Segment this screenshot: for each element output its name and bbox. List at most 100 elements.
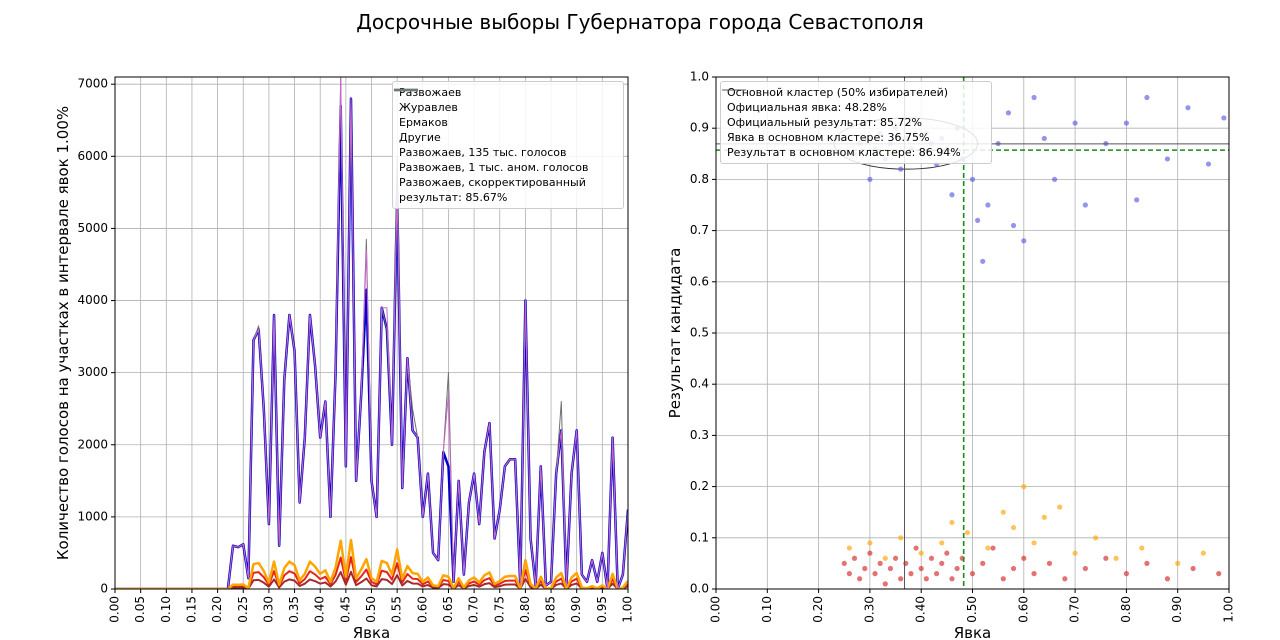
x-tick-label: 0.85 — [544, 596, 558, 623]
series-line — [115, 77, 628, 589]
legend-item: Официальный результат: 85.72% — [722, 89, 985, 130]
scatter-point — [975, 217, 981, 223]
x-tick-label: 0.45 — [338, 596, 352, 623]
y-tick-label: 2000 — [77, 437, 108, 451]
x-tick-label: 0.65 — [441, 596, 455, 623]
scatter-point — [1021, 555, 1027, 561]
legend-item: Развожаев, скорректированный результат: … — [394, 89, 617, 205]
scatter-point — [954, 565, 960, 572]
scatter-point — [1164, 576, 1171, 582]
scatter-point — [985, 545, 991, 551]
scatter-point — [1123, 120, 1129, 126]
y-tick-label: 1.0 — [690, 70, 709, 84]
x-tick-label: 0.60 — [415, 596, 429, 623]
scatter-point — [1200, 550, 1206, 556]
scatter-point — [862, 565, 868, 572]
scatter-point — [918, 550, 924, 556]
y-tick-label: 4000 — [77, 293, 108, 307]
scatter-point — [1010, 222, 1017, 229]
x-tick-label: 0.60 — [1016, 596, 1030, 623]
scatter-point — [867, 550, 873, 556]
x-tick-label: 0.40 — [914, 596, 928, 623]
scatter-point — [846, 571, 852, 577]
x-tick-label: 0.90 — [569, 596, 583, 623]
legend-label: Основной кластер (50% избирателей) — [727, 86, 949, 99]
x-tick-label: 0.90 — [1170, 596, 1184, 623]
scatter-point — [985, 202, 991, 208]
y-tick-label: 0.0 — [690, 582, 709, 596]
y-tick-label: 6000 — [77, 149, 108, 163]
scatter-point — [1010, 524, 1017, 531]
y-axis-label: Результат кандидата — [666, 248, 684, 419]
scatter-point — [1031, 540, 1037, 546]
y-tick-label: 0.9 — [690, 121, 709, 135]
series-line — [115, 570, 628, 589]
x-tick-label: 0.55 — [390, 596, 404, 623]
scatter-point — [1021, 484, 1027, 490]
scatter-point — [851, 555, 858, 561]
scatter-point — [1010, 565, 1017, 572]
scatter-point — [857, 576, 863, 582]
x-tick-label: 0.80 — [1119, 596, 1133, 623]
x-tick-label: 0.00 — [108, 596, 122, 623]
scatter-point — [1082, 565, 1088, 572]
scatter-point — [1005, 110, 1012, 116]
scatter-point — [918, 565, 924, 572]
scatter-point — [1051, 176, 1058, 182]
x-tick-label: 0.15 — [184, 596, 198, 623]
legend-item: Официальная явка: 48.28% — [722, 89, 985, 115]
scatter-point — [1139, 545, 1145, 551]
legend: Развожаев Журавлев Ермаков Другие Развожаев,… — [392, 81, 624, 209]
x-tick-label: 0.10 — [159, 596, 173, 623]
x-tick-label: 0.50 — [364, 596, 378, 623]
scatter-point — [1221, 115, 1227, 121]
scatter-point — [939, 560, 945, 567]
scatter-point — [908, 571, 914, 577]
scatter-point — [882, 555, 888, 561]
legend-item: Развожаев, 1 тыс. аном. голосов — [394, 89, 617, 175]
scatter-point — [1062, 576, 1068, 582]
scatter-point — [846, 545, 852, 551]
scatter-point — [898, 576, 904, 582]
scatter-point — [877, 560, 883, 567]
scatter-point — [1000, 509, 1006, 515]
legend-label: Развожаев, скорректированный результат: … — [399, 176, 586, 204]
scatter-point — [1093, 535, 1099, 541]
legend-label: Развожаев, 135 тыс. голосов — [399, 146, 567, 159]
scatter-point — [882, 581, 888, 587]
y-tick-label: 0.6 — [690, 274, 709, 288]
x-tick-label: 0.30 — [862, 596, 876, 623]
scatter-point — [892, 555, 899, 561]
scatter-point — [867, 176, 873, 182]
legend-label: Явка в основном кластере: 36.75% — [727, 131, 930, 144]
plot-frame — [114, 76, 629, 590]
x-tick-label: 0.30 — [261, 596, 275, 623]
series-line — [115, 556, 628, 589]
x-tick-label: 0.25 — [236, 596, 250, 623]
scatter-point — [1164, 156, 1171, 162]
scatter-point — [1072, 550, 1078, 556]
scatter-point — [1082, 202, 1088, 208]
plot-frame — [715, 76, 1230, 590]
scatter-point — [1031, 571, 1037, 577]
y-tick-label: 1000 — [77, 509, 108, 523]
scatter-point — [990, 545, 996, 551]
scatter-point — [903, 560, 909, 567]
figure-title: Досрочные выборы Губернатора города Сева… — [356, 10, 923, 34]
scatter-point — [944, 550, 950, 556]
scatter-point — [872, 571, 878, 577]
scatter-point — [980, 258, 986, 264]
legend-label: Официальная явка: 48.28% — [727, 101, 887, 114]
scatter-point — [980, 560, 986, 567]
scatter-point — [969, 571, 976, 577]
legend-item: Результат в основном кластере: 86.94% — [722, 89, 985, 160]
y-tick-label: 0.4 — [690, 377, 709, 391]
x-tick-label: 0.70 — [1068, 596, 1082, 623]
x-tick-label: 0.75 — [492, 596, 506, 623]
scatter-point — [1144, 94, 1150, 101]
scatter-point — [1185, 105, 1191, 111]
legend-item: Ермаков — [394, 89, 617, 130]
scatter-point — [949, 519, 955, 526]
scatter-point — [969, 176, 976, 182]
chart: 0.00 0.05 0.10 0.15 0.20 0.25 0.30 0.35 0.40 0.45… — [54, 76, 635, 640]
